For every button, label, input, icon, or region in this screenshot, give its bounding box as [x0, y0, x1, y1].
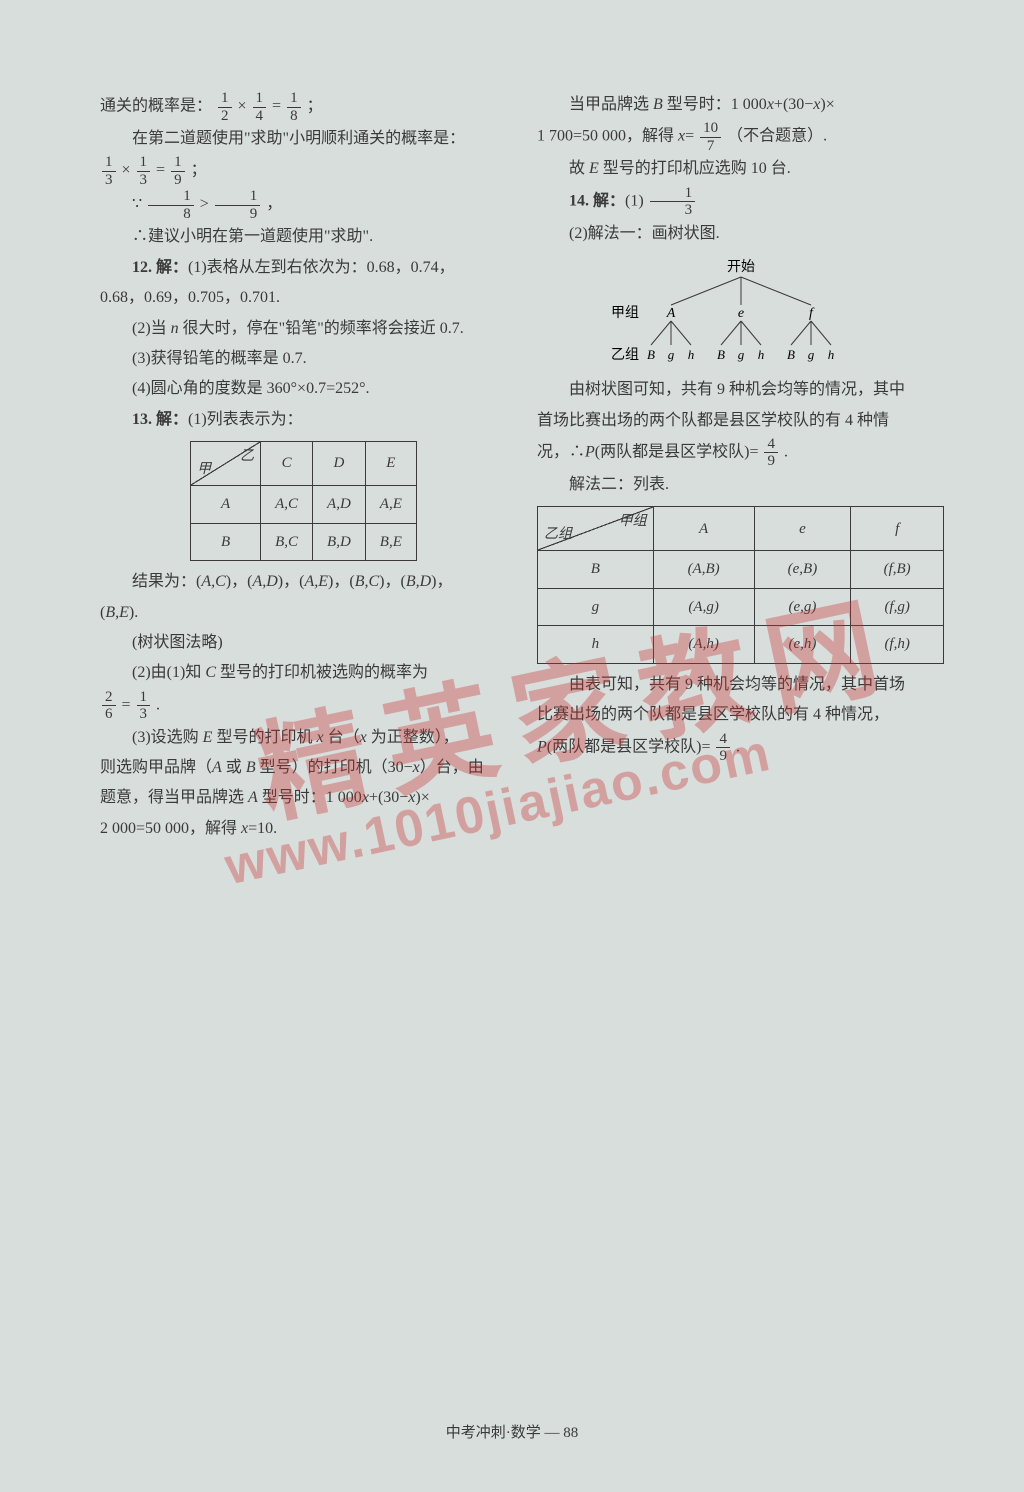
svg-text:h: h [827, 347, 834, 362]
table-1: 乙甲 C D E A A,C A,D A,E B B,C B,D B,E [190, 441, 417, 561]
svg-text:h: h [757, 347, 764, 362]
line: ∵ 18 > 19 ， [100, 188, 507, 222]
line: 结果为：(A,C)，(A,D)，(A,E)，(B,C)，(B,D)， [100, 567, 507, 597]
line: 由表可知，共有 9 种机会均等的情况，其中首场 [537, 670, 944, 700]
svg-text:B: B [647, 347, 655, 362]
line: 由树状图可知，共有 9 种机会均等的情况，其中 [537, 375, 944, 405]
tree-diagram: 开始 甲组 A e f 乙组 B g h B g h [537, 257, 944, 367]
line: (B,E). [100, 598, 507, 628]
line: 26 = 13 . [100, 689, 507, 723]
line: P(两队都是县区学校队)= 49 . [537, 731, 944, 765]
svg-text:f: f [809, 306, 815, 321]
line: (4)圆心角的度数是 360°×0.7=252°. [100, 374, 507, 404]
line: 13 × 13 = 19 ； [100, 154, 507, 188]
right-column: 当甲品牌选 B 型号时：1 000x+(30−x)× 1 700=50 000，… [537, 90, 944, 844]
line: 1 700=50 000，解得 x= 107 （不合题意）. [537, 120, 944, 154]
line: 题意，得当甲品牌选 A 型号时：1 000x+(30−x)× [100, 783, 507, 813]
line: (3)获得铅笔的概率是 0.7. [100, 344, 507, 374]
line: 则选购甲品牌（A 或 B 型号）的打印机（30−x）台，由 [100, 753, 507, 783]
tree-root: 开始 [727, 259, 755, 275]
line: 通关的概率是： 12 × 14 = 18 ； [100, 90, 507, 124]
line: (2)解法一：画树状图. [537, 219, 944, 249]
page-footer: 中考冲刺·数学 — 88 [0, 1421, 1024, 1442]
line: 当甲品牌选 B 型号时：1 000x+(30−x)× [537, 90, 944, 120]
svg-text:g: g [737, 347, 744, 362]
svg-text:乙组: 乙组 [611, 347, 639, 363]
line: 14. 解：(1) 13 [537, 185, 944, 219]
line: 比赛出场的两个队都是县区学校队的有 4 种情况， [537, 700, 944, 730]
line: 解法二：列表. [537, 470, 944, 500]
line: (2)由(1)知 C 型号的打印机被选购的概率为 [100, 658, 507, 688]
left-column: 通关的概率是： 12 × 14 = 18 ； 在第二道题使用"求助"小明顺利通关… [100, 90, 507, 844]
svg-text:g: g [807, 347, 814, 362]
svg-text:g: g [667, 347, 674, 362]
line: 12. 解：(1)表格从左到右依次为：0.68，0.74， [100, 253, 507, 283]
line: (树状图法略) [100, 628, 507, 658]
line: ∴建议小明在第一道题使用"求助". [100, 222, 507, 252]
page-content: 通关的概率是： 12 × 14 = 18 ； 在第二道题使用"求助"小明顺利通关… [100, 90, 944, 844]
line: 在第二道题使用"求助"小明顺利通关的概率是： [100, 124, 507, 154]
line: 故 E 型号的打印机应选购 10 台. [537, 154, 944, 184]
line: 0.68，0.69，0.705，0.701. [100, 283, 507, 313]
svg-text:B: B [717, 347, 725, 362]
line: (3)设选购 E 型号的打印机 x 台（x 为正整数）， [100, 723, 507, 753]
svg-text:甲组: 甲组 [611, 305, 639, 321]
line: (2)当 n 很大时，停在"铅笔"的频率将会接近 0.7. [100, 314, 507, 344]
line: 13. 解：(1)列表表示为： [100, 405, 507, 435]
table-2: 甲组乙组 A e f B(A,B)(e,B)(f,B) g(A,g)(e,g)(… [537, 506, 944, 664]
svg-text:B: B [787, 347, 795, 362]
line: 2 000=50 000，解得 x=10. [100, 814, 507, 844]
line: 首场比赛出场的两个队都是县区学校队的有 4 种情 [537, 406, 944, 436]
svg-text:h: h [687, 347, 694, 362]
line: 况，∴P(两队都是县区学校队)= 49 . [537, 436, 944, 470]
svg-text:A: A [665, 306, 675, 321]
svg-text:e: e [737, 306, 743, 321]
